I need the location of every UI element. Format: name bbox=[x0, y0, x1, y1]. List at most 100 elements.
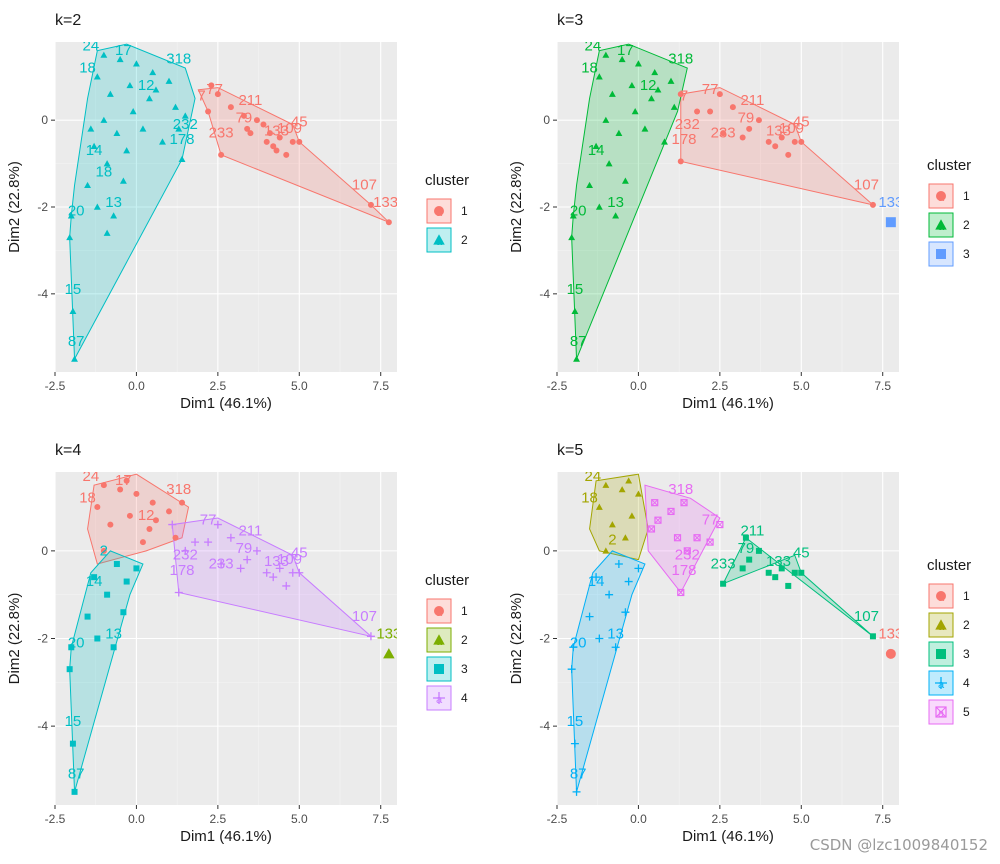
data-point-cluster-4 bbox=[213, 520, 222, 529]
data-point-cluster-5 bbox=[673, 534, 682, 542]
point-label-cluster-2: 24 bbox=[82, 38, 99, 55]
data-point-cluster-2 bbox=[628, 512, 636, 519]
point-label-cluster-3: 233 bbox=[711, 555, 736, 572]
data-point-cluster-2 bbox=[667, 77, 675, 84]
data-point-cluster-4 bbox=[624, 577, 633, 586]
point-label-cluster-2: 13 bbox=[105, 194, 122, 211]
data-point-cluster-1-shape bbox=[263, 138, 270, 145]
data-point-cluster-2-shape bbox=[69, 307, 77, 314]
data-point-cluster-3 bbox=[133, 565, 140, 572]
data-point-cluster-2 bbox=[66, 233, 74, 241]
point-label-cluster-1: 77 bbox=[702, 81, 719, 98]
data-point-cluster-2 bbox=[119, 177, 127, 184]
data-point-cluster-2 bbox=[615, 129, 623, 136]
data-point-cluster-1 bbox=[126, 512, 133, 519]
legend-label: 1 bbox=[963, 189, 970, 203]
data-point-cluster-3 bbox=[113, 561, 120, 568]
data-point-cluster-3 bbox=[791, 569, 798, 576]
x-tick-label: 7.5 bbox=[372, 379, 389, 393]
panel-title: k=2 bbox=[55, 12, 81, 29]
data-point-cluster-1-shape bbox=[785, 151, 792, 158]
data-point-cluster-1-shape bbox=[677, 158, 684, 165]
legend-key-marker-shape bbox=[433, 692, 445, 704]
data-point-cluster-3 bbox=[785, 582, 792, 589]
data-point-cluster-5-shape bbox=[680, 499, 688, 507]
point-label-cluster-1: 178 bbox=[672, 131, 697, 148]
data-point-cluster-5 bbox=[647, 525, 656, 533]
data-point-cluster-3-shape bbox=[104, 591, 111, 598]
data-point-cluster-3-shape bbox=[84, 613, 91, 620]
data-point-cluster-3 bbox=[84, 613, 91, 620]
data-point-cluster-2-shape bbox=[67, 212, 75, 219]
data-point-cluster-2 bbox=[602, 51, 610, 58]
data-point-cluster-2 bbox=[602, 481, 610, 488]
y-tick-label: -4 bbox=[37, 719, 48, 733]
data-point-cluster-3-shape bbox=[778, 565, 785, 572]
data-point-cluster-2 bbox=[595, 503, 603, 510]
data-point-cluster-2 bbox=[608, 90, 616, 97]
legend-label: 2 bbox=[963, 618, 970, 632]
legend-key-letter: a bbox=[938, 708, 945, 720]
point-label-cluster-2: 14 bbox=[86, 142, 103, 159]
data-point-cluster-2-shape bbox=[568, 233, 576, 241]
data-point-cluster-4-shape bbox=[269, 573, 278, 582]
grid bbox=[556, 472, 899, 805]
legend-key-marker-cross bbox=[935, 706, 947, 718]
data-point-cluster-1-shape bbox=[289, 138, 296, 145]
data-point-cluster-4 bbox=[572, 787, 581, 796]
x-axis-title: Dim1 (46.1%) bbox=[180, 395, 272, 412]
point-label-cluster-4: 13 bbox=[607, 626, 624, 643]
point-label-cluster-1: 133 bbox=[878, 626, 903, 643]
data-point-cluster-2-shape bbox=[654, 86, 662, 93]
data-point-cluster-3 bbox=[755, 547, 762, 554]
data-point-cluster-2 bbox=[602, 547, 610, 554]
point-label-cluster-3: 133 bbox=[766, 553, 791, 570]
point-label-cluster-4: 211 bbox=[238, 523, 262, 540]
data-point-cluster-3-shape bbox=[94, 635, 101, 642]
data-point-cluster-3-shape bbox=[885, 217, 896, 228]
data-point-cluster-3 bbox=[71, 788, 78, 795]
data-point-cluster-4-shape bbox=[614, 560, 623, 569]
legend: clustera1a2a3a4a5 bbox=[927, 557, 971, 725]
legend-label: 4 bbox=[461, 691, 468, 705]
data-point-cluster-1 bbox=[172, 534, 179, 541]
data-point-cluster-1 bbox=[283, 151, 290, 158]
y-axis-title: Dim2 (22.8%) bbox=[508, 593, 525, 685]
data-point-cluster-4-shape bbox=[174, 588, 183, 597]
point-label-cluster-1: 211 bbox=[238, 92, 262, 109]
data-point-cluster-4-shape bbox=[243, 555, 252, 564]
data-point-cluster-1 bbox=[778, 134, 785, 141]
data-point-cluster-2-shape bbox=[608, 521, 616, 528]
data-point-cluster-4-shape bbox=[624, 577, 633, 586]
point-label-cluster-4: 109 bbox=[277, 551, 302, 568]
data-point-cluster-4-shape bbox=[236, 564, 245, 573]
point-label-cluster-2: 13 bbox=[607, 194, 624, 211]
legend-title: cluster bbox=[425, 172, 469, 189]
data-point-cluster-1 bbox=[240, 112, 247, 119]
data-point-cluster-1 bbox=[205, 108, 212, 115]
data-point-cluster-1 bbox=[677, 91, 684, 98]
data-point-cluster-2-shape bbox=[586, 181, 594, 189]
data-point-cluster-5-cross bbox=[648, 525, 655, 533]
data-point-cluster-4 bbox=[236, 564, 245, 573]
point-label-cluster-1: 77 bbox=[206, 81, 223, 98]
data-point-cluster-3-shape bbox=[110, 644, 117, 651]
data-point-cluster-1 bbox=[146, 525, 153, 532]
data-point-cluster-1 bbox=[139, 539, 146, 546]
data-point-cluster-2-shape bbox=[648, 94, 655, 102]
data-point-cluster-2 bbox=[172, 103, 179, 110]
data-point-cluster-2-shape bbox=[93, 73, 101, 80]
data-point-cluster-1-shape bbox=[260, 121, 267, 128]
legend-key-marker-shape bbox=[935, 677, 947, 689]
x-tick-label: 0.0 bbox=[128, 379, 145, 393]
data-point-cluster-5 bbox=[680, 499, 688, 507]
data-point-cluster-5-cross bbox=[677, 589, 685, 596]
data-point-cluster-3 bbox=[110, 644, 117, 651]
data-point-cluster-2-shape bbox=[631, 108, 639, 115]
data-point-cluster-3-shape bbox=[785, 582, 792, 589]
data-point-cluster-5-cross bbox=[654, 516, 662, 524]
data-point-cluster-2-shape bbox=[641, 125, 649, 132]
data-point-cluster-1 bbox=[707, 108, 714, 115]
